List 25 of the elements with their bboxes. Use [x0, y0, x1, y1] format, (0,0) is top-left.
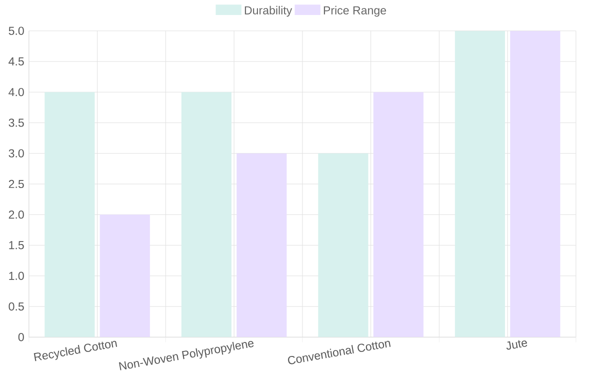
- bar: [181, 92, 232, 337]
- y-tick-label: 1.0: [9, 272, 24, 280]
- y-tick-label: 3.0: [8, 149, 24, 158]
- bar: [454, 30, 506, 337]
- bar: [236, 153, 287, 337]
- x-tick-label: Jute: [506, 340, 528, 350]
- y-tick-label: 0: [18, 332, 24, 342]
- y-tick-label: 3.5: [8, 118, 24, 127]
- bar: [100, 214, 150, 337]
- bar: [44, 92, 95, 337]
- y-tick-label: 4.5: [8, 57, 24, 66]
- legend-label: Price Range: [324, 6, 386, 17]
- y-tick-label: 0.5: [8, 302, 24, 310]
- bar: [373, 92, 424, 337]
- y-tick-label: 2.5: [8, 180, 24, 188]
- bar: [318, 153, 368, 337]
- y-tick-label: 1.5: [9, 241, 24, 250]
- y-tick-label: 2.0: [8, 210, 24, 219]
- y-tick-label: 4.0: [8, 88, 24, 96]
- y-tick-label: 5.0: [8, 26, 24, 35]
- x-tick-label: Recycled Cotton: [34, 340, 118, 362]
- legend-label: Durability: [244, 6, 292, 17]
- bar: [510, 30, 560, 337]
- x-tick-label: Non-Woven Polypropylene: [118, 340, 254, 370]
- x-tick-label: Conventional Cotton: [288, 340, 391, 364]
